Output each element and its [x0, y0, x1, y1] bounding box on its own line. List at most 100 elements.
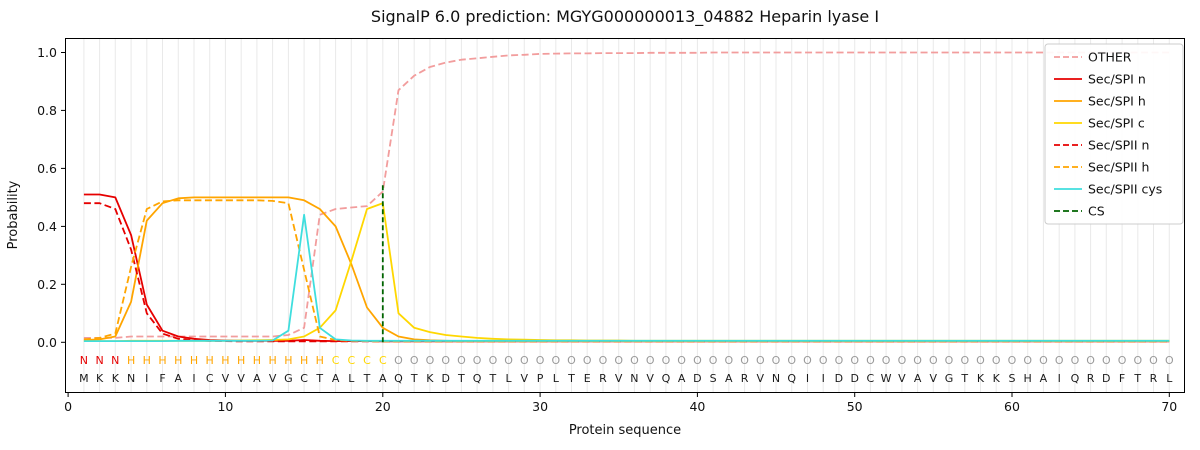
legend-label: Sec/SPII cys — [1088, 182, 1162, 197]
region-letter: O — [1071, 354, 1080, 367]
region-letter: O — [1039, 354, 1048, 367]
residue-letter: T — [567, 372, 575, 385]
series-line-sec-spi-c — [83, 202, 1170, 343]
residue-letter: I — [1058, 372, 1061, 385]
series-line-sec-spii-cys — [83, 213, 1170, 343]
residue-letter: C — [206, 372, 214, 385]
legend-item-sec-spii-cys: Sec/SPII cys — [1054, 182, 1162, 197]
residue-letter: K — [426, 372, 434, 385]
legend-item-other: OTHER — [1054, 50, 1132, 65]
region-letter: O — [772, 354, 781, 367]
region-letter: O — [1023, 354, 1032, 367]
region-letter: O — [394, 354, 403, 367]
region-letter: O — [662, 354, 671, 367]
region-letter: C — [347, 354, 355, 367]
residue-letter: L — [1166, 372, 1173, 385]
region-letter: H — [316, 354, 324, 367]
series-line-sec-spii-h — [83, 199, 1170, 343]
x-tick-label: 50 — [847, 399, 863, 414]
region-letter: O — [819, 354, 828, 367]
region-letter: O — [945, 354, 954, 367]
region-letter: O — [567, 354, 576, 367]
region-letter: N — [111, 354, 119, 367]
residue-letter: V — [757, 372, 765, 385]
region-letter: O — [630, 354, 639, 367]
residue-letter: K — [977, 372, 985, 385]
y-tick-label: 0.4 — [37, 219, 57, 234]
plot-border — [65, 38, 1185, 393]
region-letter: H — [221, 354, 229, 367]
region-letter: O — [866, 354, 875, 367]
region-letter: O — [787, 354, 796, 367]
legend-item-sec-spi-c: Sec/SPI c — [1054, 116, 1145, 131]
residue-letter: T — [1133, 372, 1141, 385]
residue-letter: C — [300, 372, 308, 385]
residue-letter: R — [1150, 372, 1158, 385]
region-letter: H — [127, 354, 135, 367]
region-letter: O — [1133, 354, 1142, 367]
region-letter: H — [206, 354, 214, 367]
region-letter: O — [960, 354, 969, 367]
region-letter: O — [756, 354, 765, 367]
plot-title: SignalP 6.0 prediction: MGYG000000013_04… — [371, 7, 879, 27]
residue-letter: D — [693, 372, 701, 385]
region-letter: O — [992, 354, 1001, 367]
region-letter: O — [441, 354, 450, 367]
y-axis-label: Probability — [6, 180, 21, 249]
region-letter: O — [551, 354, 560, 367]
x-tick-label: 0 — [64, 399, 72, 414]
region-letter: C — [363, 354, 371, 367]
residue-letter: Q — [787, 372, 796, 385]
residue-letter: Q — [394, 372, 403, 385]
residue-letter: G — [284, 372, 293, 385]
y-tick-label: 0.6 — [37, 161, 57, 176]
legend-box — [1044, 43, 1184, 225]
residue-letter: I — [192, 372, 195, 385]
residue-letter: K — [112, 372, 120, 385]
residue-letter: Q — [1071, 372, 1080, 385]
residue-letter: V — [521, 372, 529, 385]
residue-letter: V — [269, 372, 277, 385]
region-letter: O — [1149, 354, 1158, 367]
x-tick-label: 70 — [1161, 399, 1177, 414]
residue-letter: L — [553, 372, 560, 385]
region-letter: O — [724, 354, 733, 367]
region-letter: O — [850, 354, 859, 367]
region-letter: H — [143, 354, 151, 367]
residue-letter: D — [441, 372, 449, 385]
residue-letter: Q — [662, 372, 671, 385]
residue-letter: R — [741, 372, 749, 385]
legend-item-sec-spii-h: Sec/SPII h — [1054, 160, 1149, 175]
legend-item-cs: CS — [1054, 204, 1105, 219]
residue-letter: I — [806, 372, 809, 385]
legend-label: Sec/SPI c — [1088, 116, 1145, 131]
residue-letter: N — [630, 372, 638, 385]
series-line-sec-spi-n — [83, 193, 1170, 343]
residue-letter: A — [175, 372, 183, 385]
residue-letter: S — [710, 372, 717, 385]
residue-letter: H — [1024, 372, 1032, 385]
region-letter: O — [913, 354, 922, 367]
residue-letter: T — [489, 372, 497, 385]
x-tick-label: 30 — [532, 399, 548, 414]
region-letter: O — [976, 354, 985, 367]
residue-letter: T — [363, 372, 371, 385]
residue-letter: T — [457, 372, 465, 385]
region-letter: N — [80, 354, 88, 367]
region-letter: O — [1055, 354, 1064, 367]
region-letter: O — [740, 354, 749, 367]
series-line-sec-spii-n — [83, 202, 1170, 343]
residue-letter: L — [348, 372, 355, 385]
x-tick-label: 40 — [689, 399, 705, 414]
legend-item-sec-spi-n: Sec/SPI n — [1054, 72, 1146, 87]
legend-label: Sec/SPI h — [1088, 94, 1146, 109]
region-letter: O — [898, 354, 907, 367]
series-line-other — [83, 51, 1170, 339]
region-letter: O — [599, 354, 608, 367]
residue-letter: S — [1009, 372, 1016, 385]
residue-letter: R — [1087, 372, 1095, 385]
gridlines — [83, 38, 1170, 393]
